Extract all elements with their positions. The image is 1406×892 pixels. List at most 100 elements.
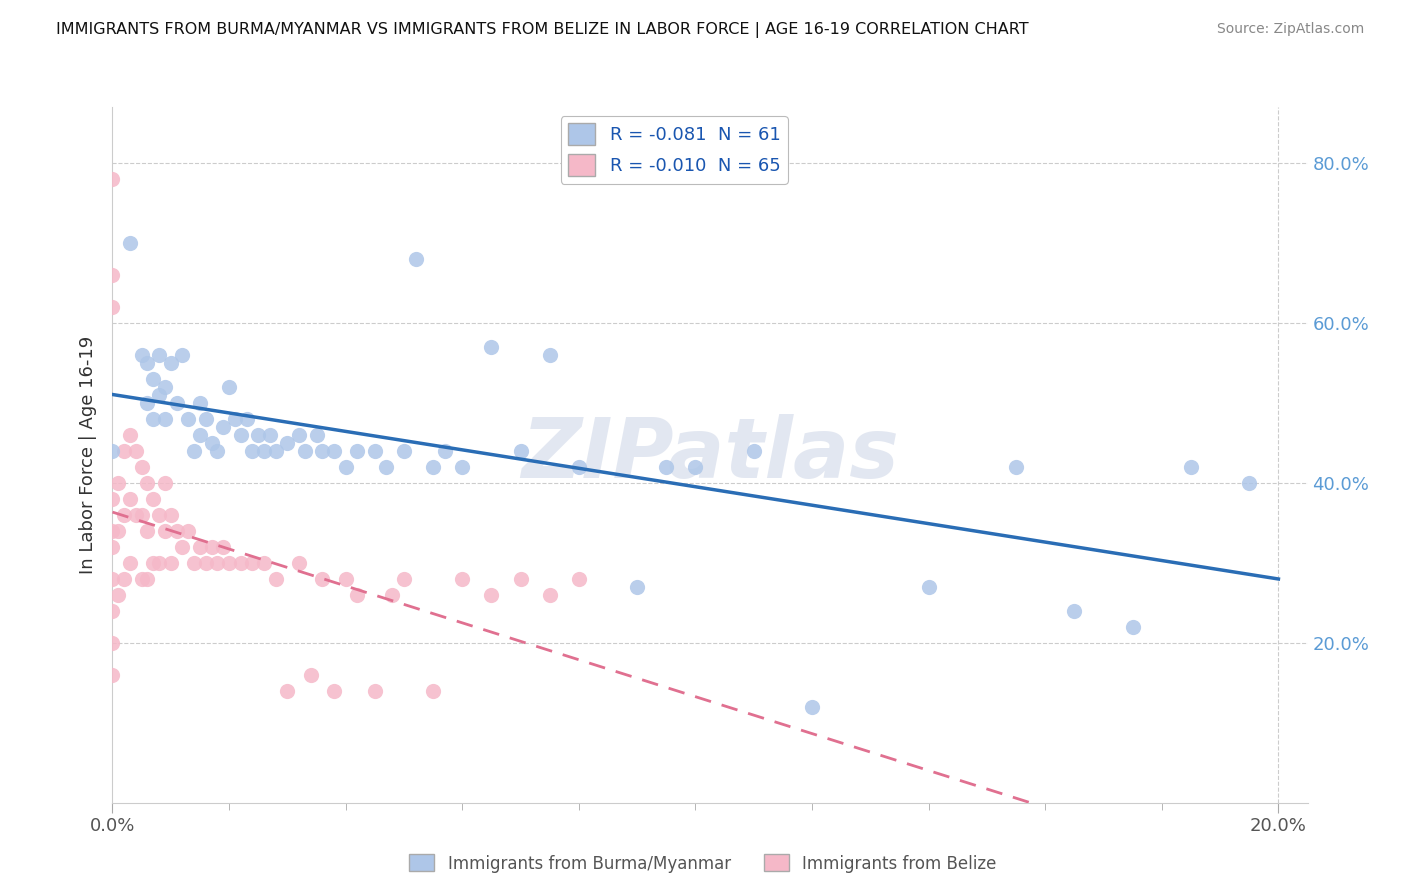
Point [101,172,124,186]
Point [264,444,287,458]
Point [153,475,176,490]
Point [568,572,591,586]
Point [229,428,252,442]
Point [177,412,200,426]
Point [142,491,165,506]
Point [207,444,229,458]
Point [288,556,311,570]
Point [538,348,561,362]
Point [224,412,246,426]
Point [433,444,456,458]
Point [194,556,217,570]
Point [125,444,148,458]
Point [1239,475,1261,490]
Point [101,491,124,506]
Point [626,580,648,594]
Point [112,572,135,586]
Point [311,572,333,586]
Point [242,444,264,458]
Point [172,540,194,554]
Y-axis label: In Labor Force | Age 16-19: In Labor Force | Age 16-19 [79,335,97,574]
Point [259,428,281,442]
Text: Source: ZipAtlas.com: Source: ZipAtlas.com [1216,22,1364,37]
Point [323,683,346,698]
Point [125,508,148,522]
Point [107,524,129,538]
Legend: Immigrants from Burma/Myanmar, Immigrants from Belize: Immigrants from Burma/Myanmar, Immigrant… [402,847,1004,880]
Point [148,556,170,570]
Point [101,604,124,618]
Point [118,491,141,506]
Point [801,699,824,714]
Point [107,588,129,602]
Point [346,444,368,458]
Point [323,444,346,458]
Point [112,508,135,522]
Point [568,459,591,474]
Point [131,572,153,586]
Point [131,508,153,522]
Point [101,668,124,682]
Point [235,412,257,426]
Point [685,459,707,474]
Point [188,396,211,410]
Point [422,683,444,698]
Point [142,372,165,386]
Point [276,436,298,450]
Point [212,540,235,554]
Point [405,252,427,266]
Point [188,540,211,554]
Point [101,268,124,282]
Point [118,428,141,442]
Point [194,412,217,426]
Point [346,588,368,602]
Point [153,412,176,426]
Text: IMMIGRANTS FROM BURMA/MYANMAR VS IMMIGRANTS FROM BELIZE IN LABOR FORCE | AGE 16-: IMMIGRANTS FROM BURMA/MYANMAR VS IMMIGRA… [56,22,1029,38]
Point [229,556,252,570]
Point [305,428,328,442]
Point [136,572,159,586]
Point [917,580,939,594]
Point [294,444,316,458]
Point [153,380,176,394]
Point [101,540,124,554]
Point [177,524,200,538]
Point [118,556,141,570]
Point [107,475,129,490]
Point [509,572,531,586]
Point [288,428,311,442]
Point [1122,620,1144,634]
Point [364,683,387,698]
Point [159,508,181,522]
Point [207,556,229,570]
Point [481,340,503,354]
Point [264,572,287,586]
Point [218,556,240,570]
Point [101,636,124,650]
Point [166,396,188,410]
Text: ZIPatlas: ZIPatlas [522,415,898,495]
Point [311,444,333,458]
Point [451,572,474,586]
Point [253,556,276,570]
Point [375,459,398,474]
Point [1063,604,1085,618]
Point [159,356,181,370]
Point [1180,459,1202,474]
Point [188,428,211,442]
Point [166,524,188,538]
Point [381,588,404,602]
Point [253,444,276,458]
Point [112,444,135,458]
Point [148,348,170,362]
Point [218,380,240,394]
Point [200,540,222,554]
Point [136,356,159,370]
Point [101,572,124,586]
Point [655,459,678,474]
Point [451,459,474,474]
Point [142,412,165,426]
Point [242,556,264,570]
Point [509,444,531,458]
Point [159,556,181,570]
